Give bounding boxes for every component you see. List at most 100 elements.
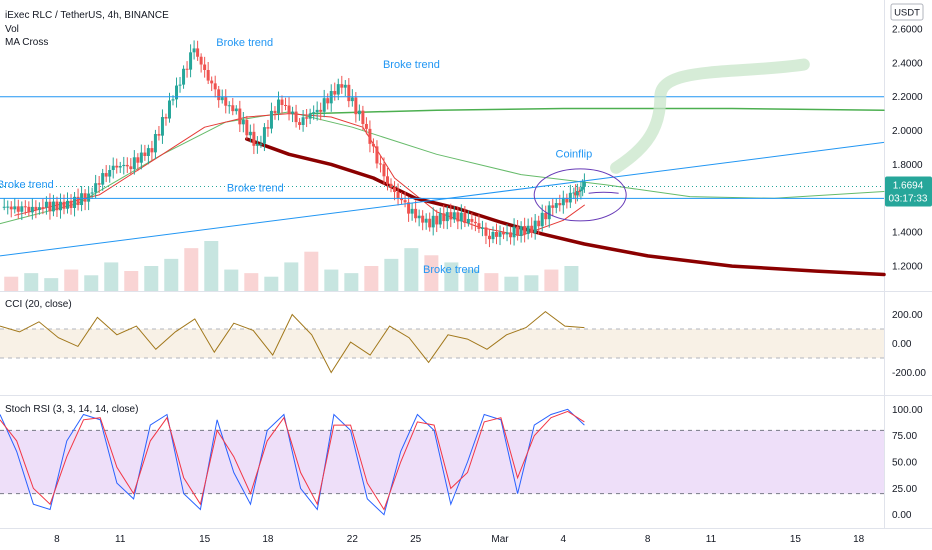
coinflip-ellipse [533, 168, 627, 222]
candle-body [414, 208, 418, 219]
candle-body [104, 173, 108, 177]
candle-body [224, 97, 228, 106]
candle-body [561, 197, 565, 206]
candle-body [322, 98, 326, 112]
x-tick-label: 22 [347, 534, 359, 545]
volume-bar [324, 269, 339, 291]
candle-body [185, 68, 189, 70]
candle-body [118, 166, 122, 168]
cci-y-tick-label: -200.00 [892, 368, 926, 379]
x-tick-label: Mar [491, 534, 509, 545]
candle-body [568, 192, 572, 203]
candle-body [199, 56, 203, 65]
candle-body [160, 117, 164, 136]
candle-body [551, 205, 555, 208]
price-badge-value: 1.6694 [893, 181, 924, 192]
x-tick-label: 18 [853, 534, 865, 545]
candle-body [227, 105, 231, 107]
candle-body [44, 201, 48, 208]
candle-body [196, 48, 200, 57]
candle-body [421, 215, 425, 223]
candle-body [55, 201, 59, 211]
x-tick-label: 8 [645, 534, 651, 545]
candle-body [438, 213, 442, 225]
candle-body [502, 232, 506, 235]
candle-body [97, 183, 101, 185]
candle-body [16, 206, 20, 212]
candle-body [505, 232, 509, 235]
stoch-k-line [0, 408, 585, 516]
legend-vol: Vol [5, 24, 19, 35]
x-tick-label: 11 [115, 534, 126, 545]
candle-body [343, 84, 347, 88]
candle-body [357, 110, 361, 115]
candle-body [574, 192, 578, 196]
stoch-y-tick-label: 75.00 [892, 431, 917, 442]
candle-body [466, 218, 470, 224]
candle-body [407, 202, 411, 214]
volume-bar [264, 276, 279, 291]
stoch-y-tick-label: 0.00 [892, 510, 912, 521]
candle-body [122, 164, 126, 167]
candle-body [69, 200, 73, 208]
candle-body [308, 113, 312, 119]
y-tick-label: 2.6000 [892, 24, 923, 35]
volume-bar [504, 276, 519, 291]
candle-body [305, 117, 309, 119]
candle-body [146, 148, 150, 156]
stoch-d-line [0, 410, 585, 511]
candle-body [435, 215, 439, 225]
stoch-band [0, 430, 884, 494]
candle-body [210, 80, 214, 84]
candle-body [90, 192, 94, 194]
candle-body [480, 227, 484, 229]
volume-bar [344, 273, 359, 291]
candle-body [58, 201, 62, 211]
volume-bar [244, 273, 259, 291]
candle-body [582, 181, 586, 187]
candle-body [449, 212, 453, 220]
candle-body [284, 104, 288, 106]
x-tick-label: 15 [790, 534, 802, 545]
stoch-y-tick-label: 100.00 [892, 405, 923, 416]
candle-body [477, 223, 481, 229]
legend-ma-cross: MA Cross [5, 37, 48, 48]
candle-body [572, 192, 576, 194]
candle-body [417, 215, 421, 219]
candle-body [269, 110, 273, 129]
candle-body [333, 91, 337, 95]
trendline [0, 141, 885, 257]
candle-body [523, 226, 527, 235]
candle-body [153, 134, 157, 153]
annotation-coinflip: Coinflip [556, 149, 593, 161]
candle-body [487, 235, 491, 240]
candle-body [326, 98, 330, 104]
candle-body [266, 127, 270, 129]
x-tick-label: 15 [199, 534, 211, 545]
candle-body [445, 212, 449, 222]
candle-body [192, 48, 196, 53]
volume-bar [4, 276, 19, 291]
volume-bar [304, 251, 319, 291]
candle-body [189, 52, 193, 70]
candle-body [340, 84, 344, 88]
volume-bar [524, 275, 539, 291]
candle-body [581, 186, 585, 190]
candle-body [442, 213, 446, 222]
volume-bar [24, 273, 39, 291]
volume-bar [184, 248, 199, 291]
candle-body [516, 226, 520, 236]
candle-body [41, 207, 45, 209]
candle-body [13, 206, 17, 210]
candle-body [259, 143, 263, 145]
candle-body [368, 128, 372, 144]
x-tick-label: 11 [706, 534, 717, 545]
candle-body [132, 157, 136, 170]
stoch-y-tick-label: 25.00 [892, 484, 917, 495]
candle-body [491, 231, 495, 240]
candle-body [291, 111, 295, 114]
candle-body [371, 143, 375, 147]
currency-button[interactable]: USDT [890, 3, 924, 21]
candle-body [287, 105, 291, 114]
cci-y-tick-label: 0.00 [892, 339, 912, 350]
